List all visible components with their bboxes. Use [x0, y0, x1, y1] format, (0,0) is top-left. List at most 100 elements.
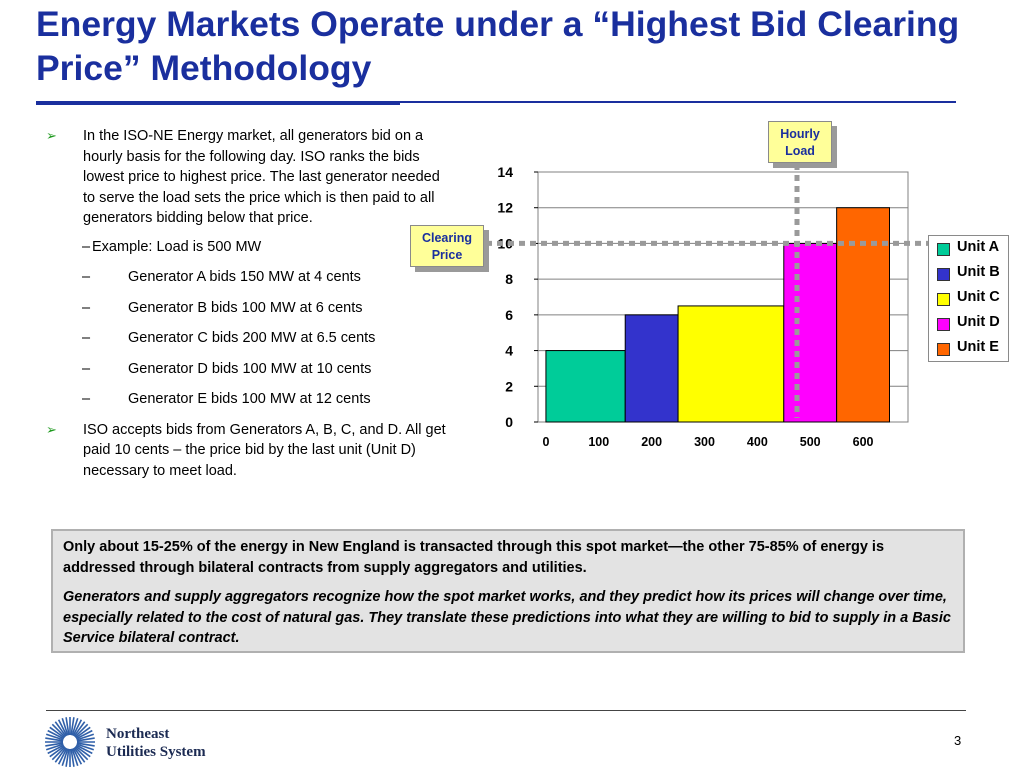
sub-bullet-text: Generator A bids 150 MW at 4 cents: [128, 269, 361, 285]
footer-rule: [46, 710, 966, 711]
sub-bullet-generator-a: – Generator A bids 150 MW at 4 cents: [46, 267, 446, 288]
y-tick-label: 6: [505, 307, 513, 323]
clearing-price-callout-line1: Clearing: [421, 231, 472, 245]
note-paragraph-2: Generators and supply aggregators recogn…: [63, 589, 951, 646]
arrow-bullet-icon: ➢: [46, 128, 57, 143]
dash-icon: –: [82, 391, 91, 407]
bullet-text-1: In the ISO-NE Energy market, all generat…: [83, 128, 440, 226]
logo-ray: [49, 745, 65, 758]
logo-ray: [65, 748, 70, 767]
y-tick-label: 14: [497, 164, 513, 180]
x-tick-label: 200: [641, 435, 662, 449]
logo-ray: [71, 717, 79, 736]
logo-ray: [76, 743, 95, 751]
y-tick-label: 0: [505, 414, 513, 430]
logo-ray: [76, 737, 95, 742]
logo-ray: [57, 719, 68, 737]
logo-ray: [61, 748, 69, 767]
logo-ray: [72, 747, 83, 765]
sub-bullet-text: Generator D bids 100 MW at 10 cents: [128, 360, 372, 377]
logo-ray: [70, 717, 75, 736]
y-tick-label: 8: [505, 271, 513, 287]
bar-unit-c: [677, 305, 785, 423]
title-rule: [400, 101, 956, 103]
logo-ray: [65, 717, 70, 736]
hourly-load-callout: Hourly Load: [768, 121, 832, 163]
spot-market-note-box: Only about 15-25% of the energy in New E…: [51, 529, 965, 653]
logo-ray: [51, 723, 66, 738]
dash-icon: –: [82, 238, 91, 255]
x-tick-label: 0: [542, 435, 549, 449]
title-underline: [36, 101, 400, 105]
logo-ray: [45, 743, 64, 751]
sub-bullet-generator-d: – Generator D bids 100 MW at 10 cents: [46, 359, 446, 380]
logo-ray: [47, 744, 65, 755]
hourly-load-callout-line2: Load: [785, 144, 815, 158]
y-tick-label: 2: [505, 378, 513, 394]
logo-ray: [75, 729, 93, 740]
legend-swatch: [937, 268, 950, 281]
company-logo-text: Northeast Utilities System: [106, 725, 206, 761]
bullet-list: ➢ In the ISO-NE Energy market, all gener…: [46, 126, 446, 481]
logo-ray: [75, 745, 91, 758]
bar-unit-b: [624, 314, 679, 423]
logo-line-1: Northeast: [106, 726, 170, 742]
x-tick-label: 100: [588, 435, 609, 449]
dash-icon: –: [82, 299, 91, 316]
bar-unit-e: [836, 207, 891, 423]
logo-ray: [75, 744, 93, 755]
logo-ray: [54, 747, 67, 763]
logo-ray: [47, 729, 65, 740]
x-tick-label: 500: [800, 435, 821, 449]
logo-ray: [73, 721, 86, 737]
logo-ray: [72, 719, 83, 737]
bullet-main-1: ➢ In the ISO-NE Energy market, all gener…: [46, 126, 446, 229]
logo-ray: [57, 747, 68, 765]
legend-swatch: [937, 293, 950, 306]
logo-ray: [61, 717, 69, 736]
sub-bullet-generator-b: – Generator B bids 100 MW at 6 cents: [46, 298, 446, 319]
logo-ray: [45, 733, 64, 741]
logo-ray: [71, 748, 79, 767]
legend-label: Unit A: [957, 239, 1000, 255]
legend-label: Unit B: [957, 264, 1000, 280]
logo-ray: [51, 746, 66, 761]
sub-bullet-generator-c: – Generator C bids 200 MW at 6.5 cents: [46, 328, 446, 349]
logo-ray: [74, 723, 89, 738]
legend-swatch: [937, 318, 950, 331]
page-number: 3: [954, 733, 962, 748]
y-tick-label: 10: [497, 235, 513, 251]
logo-ray: [74, 746, 89, 761]
bar-unit-d: [783, 242, 838, 423]
logo-ray: [75, 726, 91, 739]
x-tick-label: 300: [694, 435, 715, 449]
bullet-text-2: ISO accepts bids from Generators A, B, C…: [83, 421, 446, 479]
chart-legend: Unit A Unit B Unit C Unit D Unit E: [928, 235, 1009, 362]
logo-ray: [76, 742, 95, 747]
sub-bullet-text: Generator B bids 100 MW at 6 cents: [128, 299, 363, 316]
note-paragraph-1: Only about 15-25% of the energy in New E…: [63, 539, 885, 576]
nu-sunburst-logo-icon: [45, 717, 95, 767]
legend-label: Unit D: [957, 314, 1000, 330]
legend-label: Unit C: [957, 289, 1000, 305]
clearing-price-callout: Clearing Price: [410, 225, 484, 267]
y-tick-label: 4: [505, 343, 513, 359]
dash-icon: –: [82, 330, 91, 346]
logo-ray: [45, 737, 64, 742]
logo-ray: [49, 726, 65, 739]
legend-swatch: [937, 343, 950, 356]
x-tick-label: 400: [747, 435, 768, 449]
x-tick-label: 600: [853, 435, 874, 449]
legend-swatch: [937, 243, 950, 256]
slide-title: Energy Markets Operate under a “Highest …: [36, 4, 960, 88]
bullet-main-2: ➢ ISO accepts bids from Generators A, B,…: [46, 420, 446, 482]
sub-bullet-text: Generator C bids 200 MW at 6.5 cents: [128, 330, 376, 346]
logo-line-2: Utilities System: [106, 744, 206, 760]
bar-unit-a: [545, 350, 626, 423]
arrow-bullet-icon: ➢: [46, 421, 57, 437]
logo-ray: [70, 748, 75, 767]
logo-ray: [73, 747, 86, 763]
hourly-load-callout-line1: Hourly: [780, 127, 820, 141]
sub-bullet-example: – Example: Load is 500 MW: [46, 237, 446, 258]
